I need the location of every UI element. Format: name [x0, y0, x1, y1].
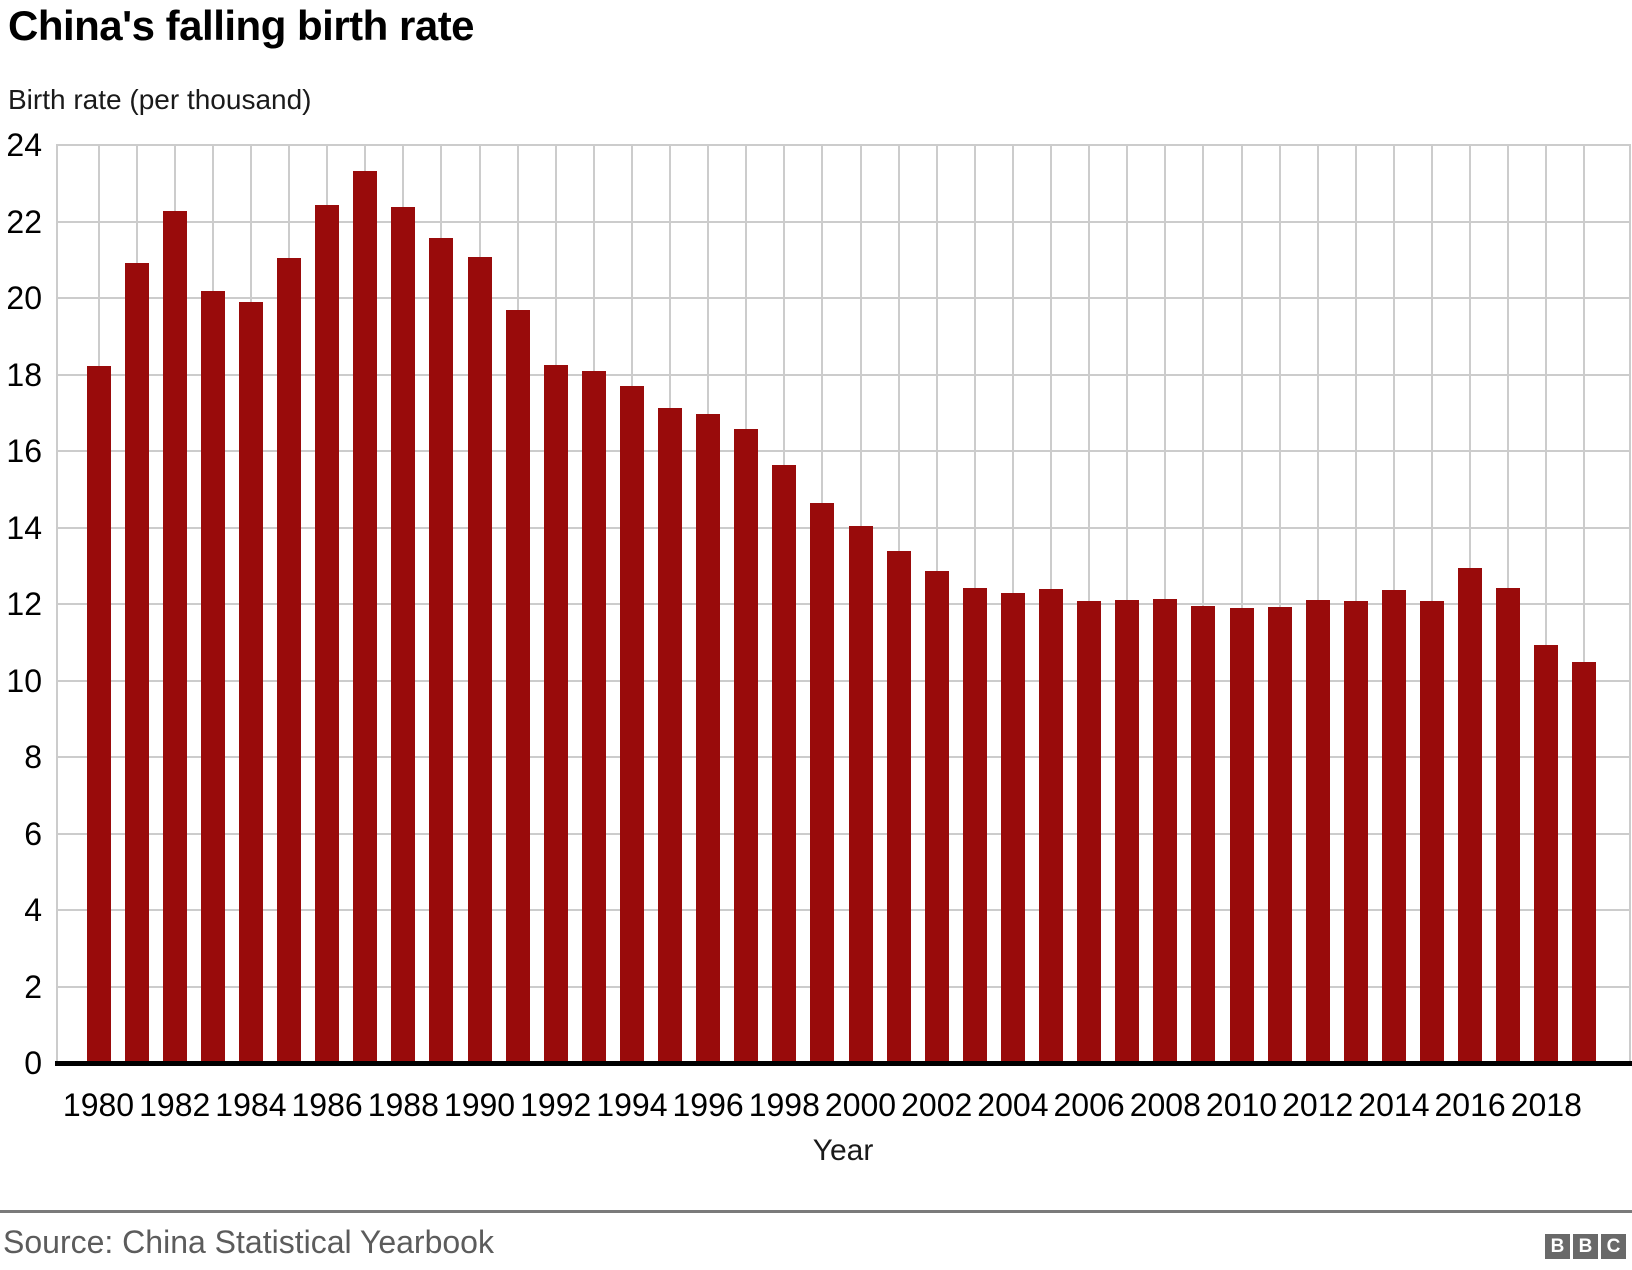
bar-2009: [1191, 605, 1216, 1063]
bar-1986: [315, 205, 340, 1063]
bar-2000: [848, 526, 873, 1063]
x-tick-label: 2004: [977, 1087, 1049, 1123]
bar-1991: [505, 310, 530, 1063]
bar-1987: [353, 170, 378, 1063]
x-tick-label: 1984: [215, 1087, 287, 1123]
bar-1989: [429, 237, 454, 1063]
bar-1992: [543, 365, 568, 1063]
bar-2002: [924, 571, 949, 1063]
x-tick-label: 2018: [1510, 1087, 1582, 1123]
y-gridline: [57, 832, 1630, 835]
bar-2019: [1572, 662, 1597, 1063]
bar-2011: [1267, 606, 1292, 1063]
x-tick-label: 1996: [672, 1087, 744, 1123]
bar-1994: [619, 385, 644, 1063]
y-tick-label: 24: [6, 127, 42, 163]
y-tick-label: 4: [24, 892, 42, 928]
y-tick-label: 8: [24, 739, 42, 775]
y-gridline: [57, 297, 1630, 299]
x-tick-label: 1982: [139, 1087, 211, 1123]
bar-1990: [467, 257, 492, 1063]
y-tick-label: 14: [6, 509, 42, 546]
bar-1995: [658, 408, 682, 1063]
footer-divider: [0, 1210, 1632, 1213]
bbc-logo-box: C: [1601, 1234, 1626, 1259]
y-tick-label: 20: [6, 280, 42, 316]
y-tick-label: 18: [6, 356, 42, 393]
x-tick-label: 1994: [596, 1087, 668, 1123]
bar-2006: [1077, 600, 1102, 1063]
bar-1981: [124, 263, 149, 1063]
bar-1998: [772, 464, 797, 1063]
y-gridline: [57, 220, 1630, 223]
bar-2016: [1458, 567, 1483, 1063]
plot-border-right: [1629, 144, 1631, 1063]
x-tick-label: 1998: [748, 1087, 820, 1123]
bar-2014: [1381, 589, 1406, 1063]
x-tick-label: 2000: [824, 1087, 897, 1123]
bar-2005: [1039, 588, 1063, 1063]
y-tick-label: 0: [24, 1045, 42, 1081]
y-tick-label: 22: [6, 203, 42, 240]
y-tick-label: 6: [24, 815, 42, 852]
y-gridline: [57, 373, 1630, 376]
x-tick-label: 1988: [367, 1087, 439, 1123]
y-axis-unit-label: Birth rate (per thousand): [8, 84, 312, 115]
y-gridline: [57, 909, 1630, 911]
bar-1999: [810, 503, 835, 1063]
bar-1985: [277, 258, 301, 1063]
bbc-logo-box: B: [1545, 1234, 1570, 1259]
bar-2018: [1534, 644, 1559, 1063]
source-credit: Source: China Statistical Yearbook: [3, 1224, 494, 1260]
x-tick-label: 1992: [520, 1087, 592, 1123]
bar-2008: [1153, 598, 1178, 1063]
bar-1996: [696, 413, 721, 1063]
y-tick-label: 10: [6, 662, 42, 699]
bar-2010: [1229, 607, 1254, 1063]
x-tick-label: 2012: [1282, 1087, 1354, 1123]
bar-1993: [581, 371, 606, 1063]
x-tick-label: 1990: [443, 1087, 516, 1123]
x-tick-label: 2016: [1434, 1087, 1506, 1123]
y-gridline: [57, 756, 1630, 758]
bar-2012: [1305, 600, 1330, 1063]
y-gridline: [57, 985, 1630, 988]
y-gridline: [57, 450, 1630, 452]
bar-2004: [1000, 592, 1025, 1063]
y-gridline: [57, 679, 1630, 682]
bar-1988: [391, 207, 416, 1063]
x-tick-label: 2002: [901, 1087, 973, 1123]
bbc-logo-box: B: [1573, 1234, 1598, 1259]
x-tick-label: 2010: [1205, 1087, 1278, 1123]
y-tick-label: 16: [6, 433, 42, 469]
chart-title: China's falling birth rate: [8, 2, 475, 49]
bar-1983: [200, 290, 225, 1063]
x-axis-baseline: [55, 1061, 1632, 1066]
bar-2017: [1496, 587, 1521, 1063]
y-gridline: [57, 144, 1630, 146]
bar-2015: [1420, 601, 1444, 1063]
y-gridline: [57, 603, 1630, 605]
bar-2001: [886, 551, 911, 1063]
y-tick-label: 12: [6, 586, 42, 622]
bar-2013: [1343, 600, 1368, 1063]
bar-1997: [734, 429, 759, 1063]
x-axis-title: Year: [812, 1134, 874, 1167]
x-tick-label: 2014: [1358, 1087, 1430, 1123]
bar-1984: [238, 301, 263, 1063]
x-tick-label: 1980: [62, 1087, 135, 1123]
x-tick-label: 2006: [1053, 1087, 1125, 1123]
x-tick-label: 1986: [291, 1087, 363, 1123]
bar-2003: [962, 588, 987, 1063]
y-tick-label: 2: [24, 968, 42, 1005]
x-tick-label: 2008: [1129, 1087, 1201, 1123]
y-gridline: [57, 526, 1630, 529]
bar-1982: [162, 210, 187, 1063]
bar-2007: [1115, 600, 1140, 1063]
bar-1980: [86, 366, 111, 1063]
